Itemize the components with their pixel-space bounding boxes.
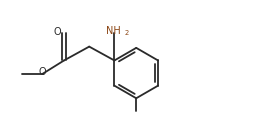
Text: O: O <box>53 27 61 37</box>
Text: 2: 2 <box>124 30 129 36</box>
Text: O: O <box>39 67 46 77</box>
Text: NH: NH <box>106 26 120 36</box>
